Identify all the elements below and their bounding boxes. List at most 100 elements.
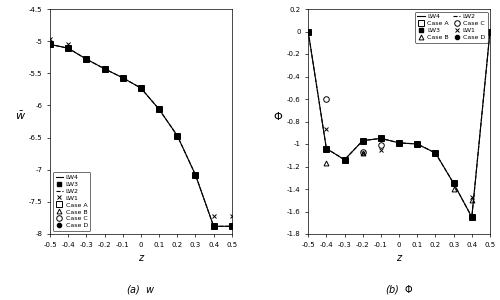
LW1 [120,76,126,80]
Case D [156,107,162,111]
LW1 [192,173,198,177]
LW2 [138,86,144,90]
LW3 [47,43,53,46]
LW2 [84,57,89,61]
Case B [210,224,216,228]
Case A [84,57,89,61]
Case D [138,86,144,90]
Case D [210,224,216,228]
X-axis label: z: z [396,253,402,263]
Case A [210,224,216,228]
Case C [210,224,216,228]
Case D [229,224,235,228]
LW1 [138,86,144,90]
Case A [102,67,107,70]
Case D [65,46,71,50]
Case B [229,224,235,228]
Y-axis label: $\Phi$: $\Phi$ [274,110,283,122]
LW3 [210,224,216,228]
Case C [138,86,144,90]
LW1 [47,38,53,41]
Case C [192,173,198,177]
Line: Case A: Case A [47,42,234,229]
Case D [120,76,126,80]
Case A [156,107,162,111]
Legend: LW4, Case A, LW3, Case B, LW2, Case C, LW1, Case D: LW4, Case A, LW3, Case B, LW2, Case C, L… [415,11,488,43]
LW1 [210,214,216,218]
Case A [229,224,235,228]
Line: LW1: LW1 [48,37,234,218]
LW2 [229,224,235,228]
Case D [174,134,180,137]
LW4 [102,67,107,70]
LW2 [65,46,71,50]
LW3 [120,76,126,80]
Case B [65,46,71,50]
Line: LW2: LW2 [50,44,232,226]
LW2 [102,67,107,70]
Case C [229,224,235,228]
LW1 [65,43,71,46]
LW3 [156,107,162,111]
Case D [84,57,89,61]
Case B [174,134,180,137]
LW3 [138,86,144,90]
Case C [120,76,126,80]
Line: Case B: Case B [48,42,234,229]
Y-axis label: $\bar{w}$: $\bar{w}$ [15,109,26,122]
Line: Case C: Case C [47,42,234,229]
LW3 [192,173,198,177]
Line: LW4: LW4 [50,44,232,226]
LW4 [210,224,216,228]
LW2 [120,76,126,80]
LW1 [174,134,180,137]
Case A [47,43,53,46]
Case C [84,57,89,61]
Case C [65,46,71,50]
LW3 [229,224,235,228]
LW3 [174,134,180,137]
LW4 [47,43,53,46]
Case D [47,43,53,46]
Case C [102,67,107,70]
Case C [174,134,180,137]
LW1 [156,107,162,111]
LW2 [192,173,198,177]
LW4 [156,107,162,111]
LW1 [84,57,89,61]
Case B [102,67,107,70]
LW4 [65,46,71,50]
Case C [47,43,53,46]
LW4 [84,57,89,61]
Line: Case D: Case D [48,42,234,228]
Text: (a)  $w$: (a) $w$ [126,284,156,296]
LW2 [210,224,216,228]
Case B [120,76,126,80]
Case A [120,76,126,80]
Case B [47,43,53,46]
Case B [138,86,144,90]
Case A [65,46,71,50]
Case B [84,57,89,61]
LW1 [229,214,235,218]
Text: (b)  $\Phi$: (b) $\Phi$ [384,284,414,296]
LW2 [156,107,162,111]
Case D [192,173,198,177]
Case B [192,173,198,177]
Case A [192,173,198,177]
LW4 [138,86,144,90]
Case A [138,86,144,90]
LW3 [84,57,89,61]
LW1 [102,67,107,70]
LW4 [192,173,198,177]
Case D [102,67,107,70]
LW2 [174,134,180,137]
LW4 [229,224,235,228]
LW3 [65,46,71,50]
LW2 [47,43,53,46]
Case A [174,134,180,137]
X-axis label: z: z [138,253,143,263]
Line: LW3: LW3 [48,42,234,228]
LW4 [174,134,180,137]
Case B [156,107,162,111]
